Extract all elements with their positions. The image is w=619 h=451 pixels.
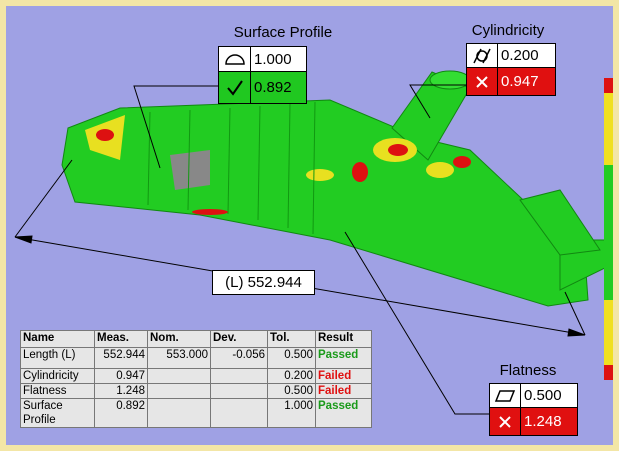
symbol [490, 384, 520, 407]
row: Flatness 1.248 0.500 Failed [21, 384, 372, 399]
callout-title: Flatness [500, 362, 557, 379]
status-icon [490, 408, 520, 435]
meas: 0.947 [95, 369, 148, 384]
callout-title: Surface Profile [234, 24, 332, 41]
name: Surface Profile [21, 399, 95, 428]
deviation-patch [306, 169, 334, 181]
tol: 0.200 [268, 369, 316, 384]
deviation-patch [96, 129, 114, 141]
header-cell: Meas. [95, 331, 148, 348]
tolerance: 0.200 [498, 44, 555, 67]
header-row: Name Meas. Nom. Dev. Tol. Result [21, 331, 372, 348]
dev [211, 399, 268, 428]
callout-box: 0.200 0.947 [466, 43, 556, 96]
inspection-view: Surface Profile 1.000 0.892 Cylindricity… [0, 0, 619, 451]
deviation-patch [388, 144, 408, 156]
header-cell: Dev. [211, 331, 268, 348]
header-cell: Tol. [268, 331, 316, 348]
callout-title: Cylindricity [472, 22, 545, 39]
header-cell: Result [316, 331, 372, 348]
tolerance: 1.000 [251, 47, 306, 71]
result: Passed [316, 348, 372, 369]
dev [211, 384, 268, 399]
meas: 1.248 [95, 384, 148, 399]
results-table: Name Meas. Nom. Dev. Tol. Result Length … [20, 330, 372, 428]
result: Failed [316, 384, 372, 399]
color-scale [604, 78, 614, 380]
name: Cylindricity [21, 369, 95, 384]
deviation-patch [192, 209, 228, 215]
name: Flatness [21, 384, 95, 399]
deviation-patch [453, 156, 471, 168]
row: Length (L) 552.944 553.000 -0.056 0.500 … [21, 348, 372, 369]
meas: 0.892 [95, 399, 148, 428]
pipe-end [430, 71, 470, 89]
status-icon [467, 68, 497, 95]
result: Failed [316, 369, 372, 384]
result: Passed [316, 399, 372, 428]
bracket [170, 150, 210, 190]
name: Length (L) [21, 348, 95, 369]
dev [211, 369, 268, 384]
nom [148, 384, 211, 399]
tol: 0.500 [268, 348, 316, 369]
status-icon [219, 72, 250, 103]
tolerance: 0.500 [521, 384, 577, 407]
tol: 1.000 [268, 399, 316, 428]
symbol [467, 44, 497, 67]
nom: 553.000 [148, 348, 211, 369]
measured: 0.892 [251, 72, 306, 103]
part-body [62, 100, 588, 306]
meas: 552.944 [95, 348, 148, 369]
header-cell: Name [21, 331, 95, 348]
row: Cylindricity 0.947 0.200 Failed [21, 369, 372, 384]
dev: -0.056 [211, 348, 268, 369]
dimension-label: (L) 552.944 [212, 270, 315, 295]
deviation-patch [352, 162, 368, 182]
nom [148, 369, 211, 384]
header-cell: Nom. [148, 331, 211, 348]
nom [148, 399, 211, 428]
tol: 0.500 [268, 384, 316, 399]
row: Surface Profile 0.892 1.000 Passed [21, 399, 372, 428]
measured: 0.947 [498, 68, 555, 95]
deviation-patch [426, 162, 454, 178]
callout-box: 1.000 0.892 [218, 46, 307, 104]
callout-box: 0.500 1.248 [489, 383, 578, 436]
measured: 1.248 [521, 408, 577, 435]
symbol [219, 47, 250, 71]
